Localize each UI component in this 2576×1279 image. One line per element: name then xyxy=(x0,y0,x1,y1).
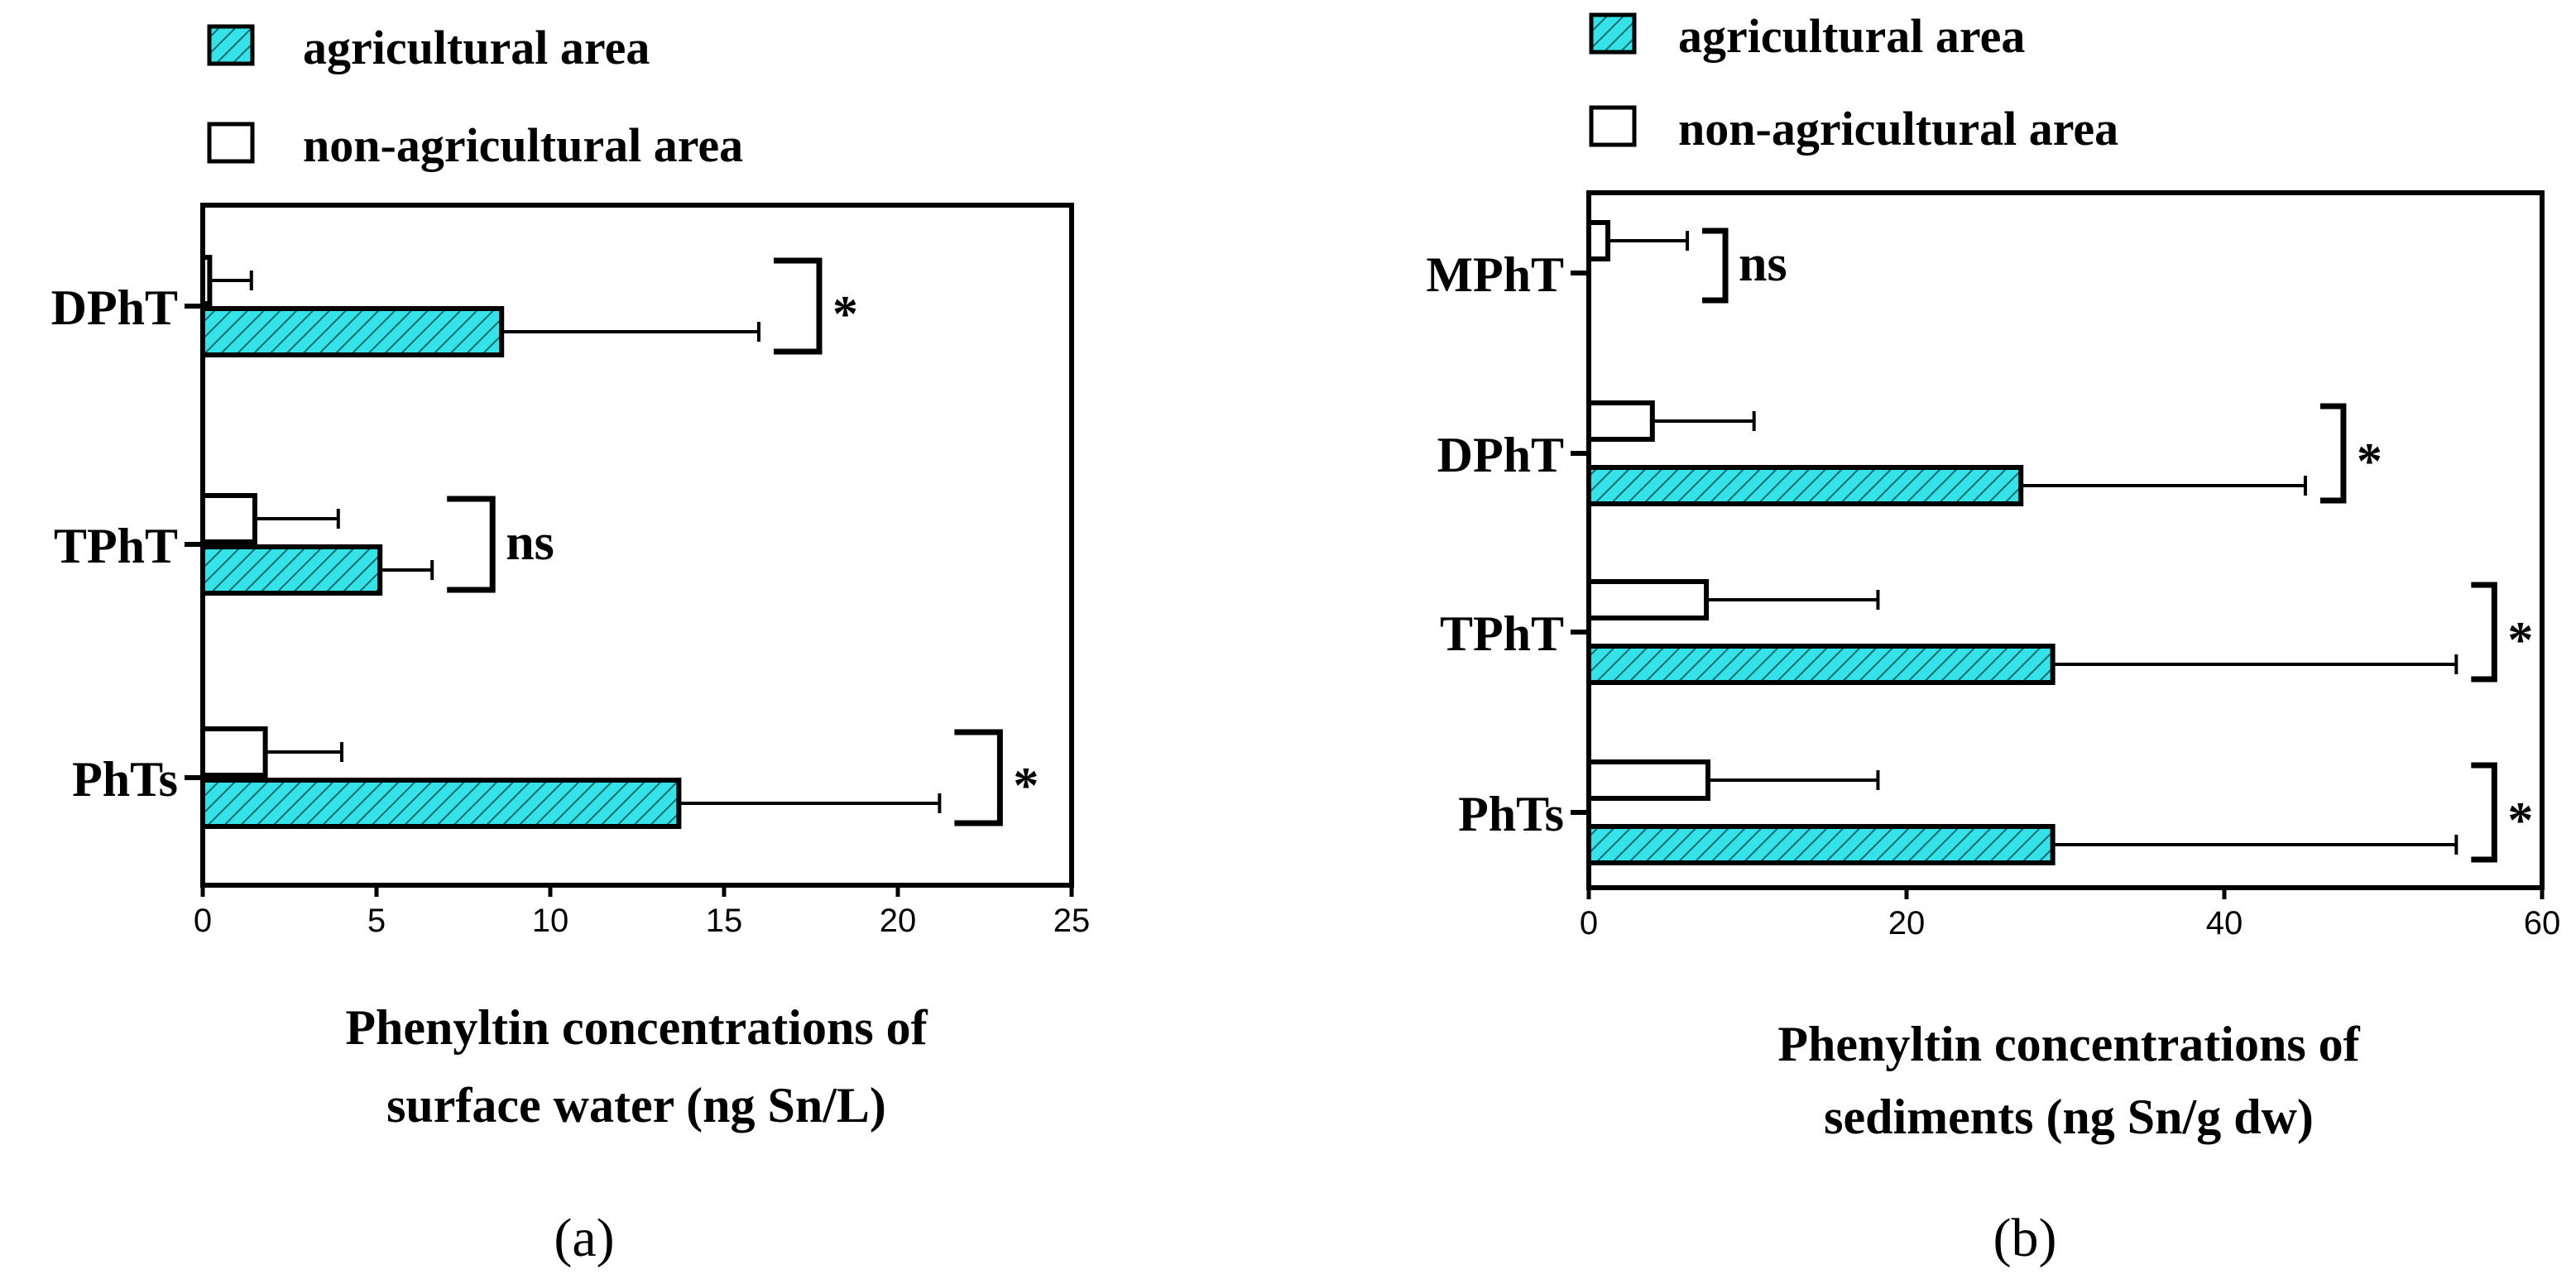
bar-non-agricultural-mpht xyxy=(1586,220,1611,261)
x-ticks-b: 0 20 40 60 xyxy=(1580,888,2560,941)
y-category-label-phts: PhTs xyxy=(1458,787,1564,841)
x-tick-label-20: 20 xyxy=(880,903,917,939)
significance-bracket-phts xyxy=(954,729,1003,826)
panel-label-b: (b) xyxy=(1993,1208,2057,1268)
y-category-label-phts: PhTs xyxy=(72,752,178,807)
significance-label-dpht: * xyxy=(832,286,858,343)
bar-agricultural-tpht xyxy=(200,544,383,596)
significance-bracket-dpht xyxy=(774,257,823,355)
significance-label-tpht: ns xyxy=(506,515,554,571)
legend-b-label-non-agricultural: non-agricultural area xyxy=(1678,102,2118,156)
bar-agricultural-dpht xyxy=(1586,465,2024,506)
significance-bracket-tpht xyxy=(447,496,496,593)
y-categories-a: DPhT TPhT PhTs xyxy=(51,280,203,807)
bar-non-agricultural-phts xyxy=(200,726,268,778)
bar-non-agricultural-dpht xyxy=(1586,400,1655,442)
bar-agricultural-tpht xyxy=(1586,644,2056,685)
legend-a-label-agricultural: agricultural area xyxy=(303,21,650,74)
legend-b-label-agricultural: agricultural area xyxy=(1678,9,2025,63)
legend-a: agricultural area non-agricultural area xyxy=(207,21,743,172)
y-category-label-dpht: DPhT xyxy=(1437,428,1564,482)
chart-panel-a: agricultural area non-agricultural area … xyxy=(51,21,1091,1268)
x-tick-label-40: 40 xyxy=(2206,905,2243,941)
significance-label-mpht: ns xyxy=(1739,236,1787,292)
y-category-label-tpht: TPhT xyxy=(54,519,178,573)
x-axis-label-b-line1: Phenyltin concentrations of xyxy=(1777,1017,2360,1071)
x-ticks-a: 0 5 10 15 20 25 xyxy=(194,885,1090,939)
bar-non-agricultural-tpht xyxy=(1586,579,1710,620)
significance-a: * ns * xyxy=(447,257,1039,826)
significance-bracket-phts xyxy=(2471,762,2497,863)
x-tick-label-0: 0 xyxy=(1580,905,1598,941)
bar-agricultural-dpht xyxy=(200,306,505,357)
bar-non-agricultural-phts xyxy=(1586,759,1710,801)
legend-b-swatch-agricultural xyxy=(1589,12,1637,55)
y-category-label-mpht: MPhT xyxy=(1426,247,1564,302)
bar-agricultural-phts xyxy=(1586,824,2056,865)
significance-label-phts: * xyxy=(2507,793,2533,849)
significance-label-phts: * xyxy=(1013,758,1039,814)
y-categories-b: MPhT DPhT TPhT PhTs xyxy=(1426,247,1589,841)
x-tick-label-25: 25 xyxy=(1053,903,1091,939)
y-category-label-tpht: TPhT xyxy=(1440,606,1564,661)
significance-bracket-tpht xyxy=(2471,582,2497,683)
bar-non-agricultural-tpht xyxy=(200,493,257,544)
significance-bracket-mpht xyxy=(1702,228,1729,304)
legend-a-swatch-agricultural xyxy=(207,24,255,66)
x-axis-label-b-line2: sediments (ng Sn/g dw) xyxy=(1824,1090,2314,1144)
plot-frame-b xyxy=(1586,190,2545,890)
x-tick-label-5: 5 xyxy=(367,903,386,939)
x-tick-label-15: 15 xyxy=(706,903,743,939)
significance-bracket-dpht xyxy=(2319,403,2347,504)
y-category-label-dpht: DPhT xyxy=(51,280,178,335)
x-tick-label-60: 60 xyxy=(2524,905,2561,941)
chart-panel-b: agricultural area non-agricultural area … xyxy=(1426,9,2560,1268)
x-tick-label-10: 10 xyxy=(532,903,569,939)
x-tick-label-20: 20 xyxy=(1888,905,1926,941)
x-tick-label-0: 0 xyxy=(194,903,212,939)
legend-b: agricultural area non-agricultural area xyxy=(1589,9,2118,156)
legend-a-label-non-agricultural: non-agricultural area xyxy=(303,118,743,172)
x-axis-label-a-line2: surface water (ng Sn/L) xyxy=(386,1078,886,1133)
legend-a-swatch-non-agricultural xyxy=(207,122,255,164)
bars-b xyxy=(1586,220,2458,865)
bar-agricultural-phts xyxy=(200,778,682,829)
bar-non-agricultural-dpht xyxy=(200,255,213,306)
significance-label-tpht: * xyxy=(2507,612,2533,668)
panel-label-a: (a) xyxy=(554,1208,614,1268)
bars-a xyxy=(200,255,942,829)
significance-label-dpht: * xyxy=(2357,434,2382,490)
legend-b-swatch-non-agricultural xyxy=(1589,105,1637,147)
x-axis-label-a-line1: Phenyltin concentrations of xyxy=(345,1000,928,1055)
significance-b: ns * * * xyxy=(1702,228,2533,863)
